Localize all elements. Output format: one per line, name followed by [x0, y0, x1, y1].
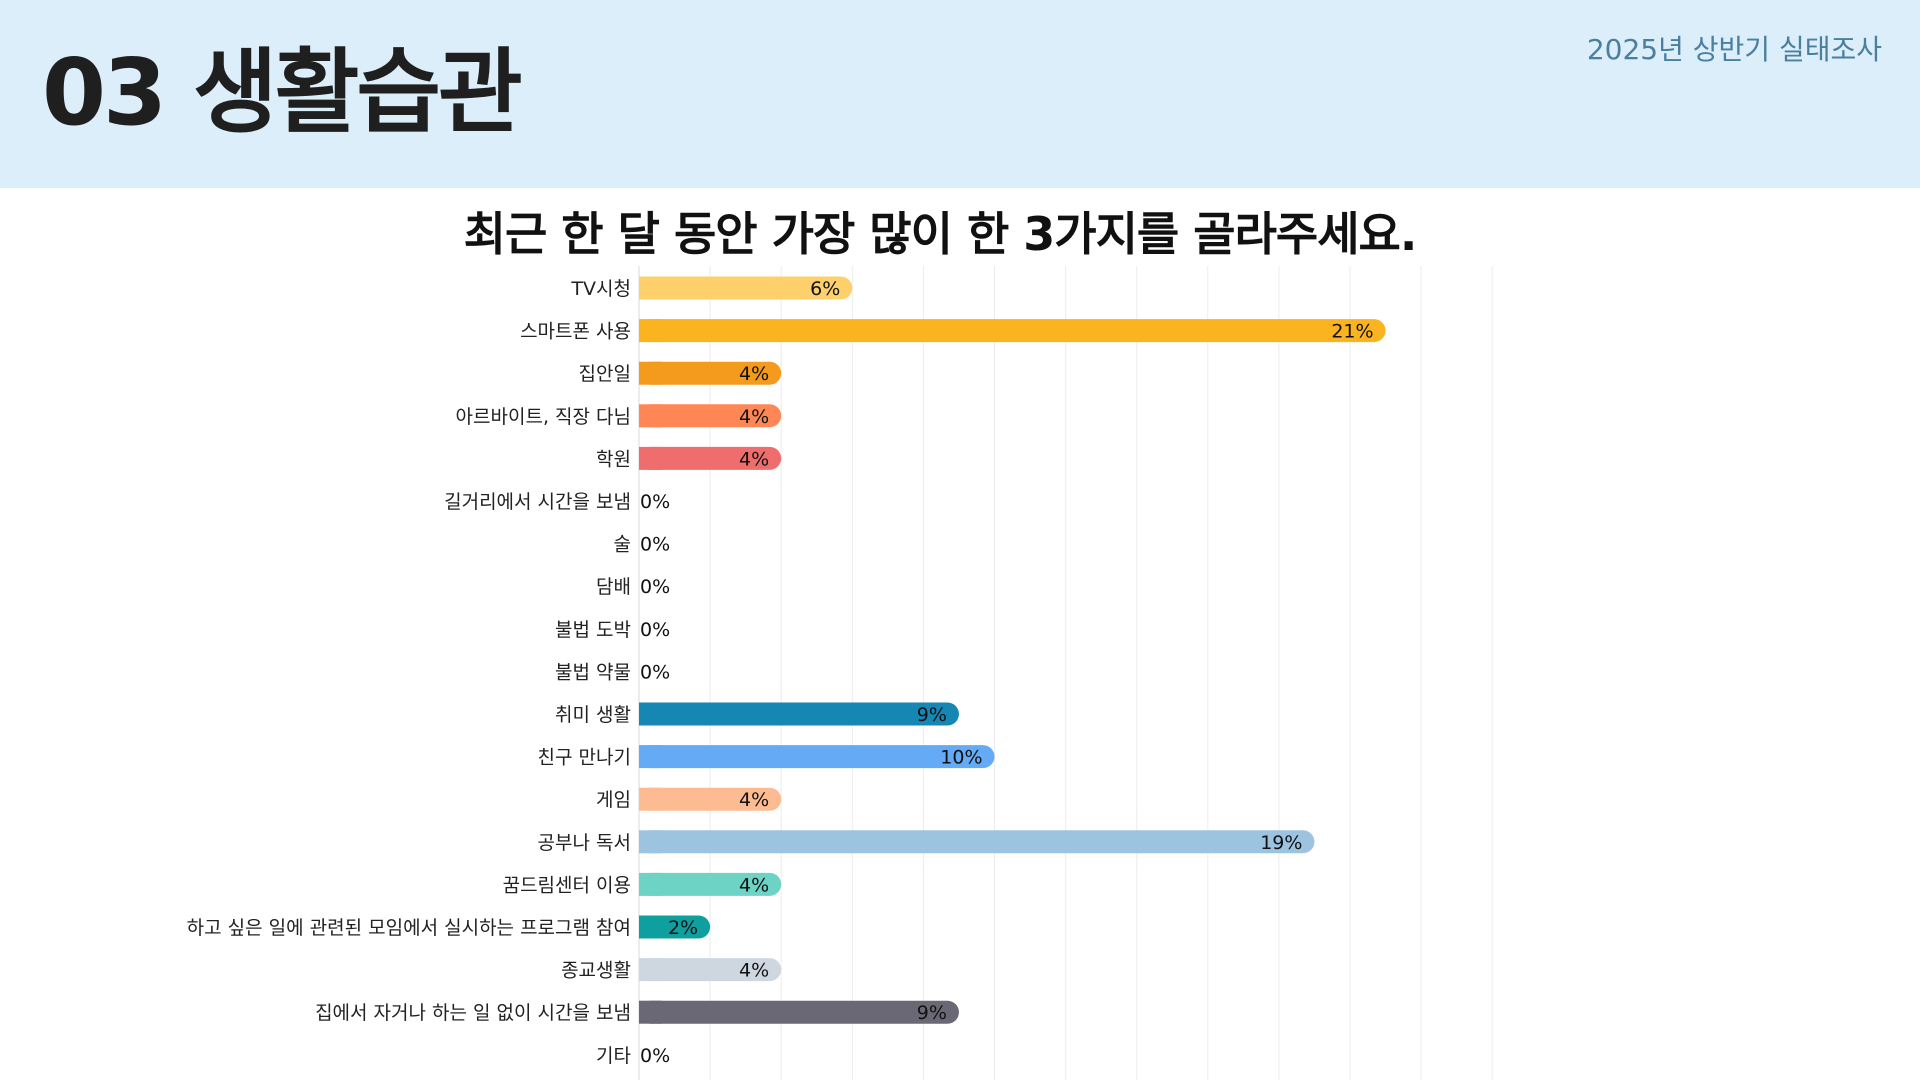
data-label: 21% — [1331, 321, 1373, 343]
bar — [639, 276, 853, 300]
category-label: 취미 생활 — [555, 704, 631, 726]
data-label: 0% — [640, 619, 670, 641]
bar-left-edge — [639, 787, 662, 811]
bar — [639, 872, 782, 896]
category-label: 꿈드림센터 이용 — [503, 874, 631, 896]
category-label: 기타 — [596, 1045, 631, 1067]
data-label: 2% — [668, 917, 698, 939]
category-label: 종교생활 — [561, 960, 631, 982]
bar — [639, 958, 782, 982]
bar-left-edge — [639, 361, 662, 385]
category-label: 불법 약물 — [555, 661, 631, 683]
category-label: 아르바이트, 직장 다님 — [456, 406, 631, 428]
category-label: TV시청 — [570, 278, 631, 300]
category-label: 공부나 독서 — [538, 832, 631, 854]
survey-label: 2025년 상반기 실태조사 — [1586, 33, 1882, 66]
category-label: 담배 — [596, 576, 631, 598]
bar — [639, 702, 959, 726]
bar-left-edge — [639, 830, 662, 854]
data-label: 10% — [940, 747, 982, 769]
data-label: 9% — [917, 704, 947, 726]
bar — [639, 830, 1315, 854]
data-label: 0% — [640, 576, 670, 598]
category-label: 길거리에서 시간을 보냄 — [444, 491, 631, 513]
bar-left-edge — [639, 404, 662, 428]
bar-left-edge — [639, 702, 662, 726]
data-label: 4% — [739, 789, 769, 811]
data-label: 6% — [810, 278, 840, 300]
category-label: 술 — [614, 534, 631, 556]
category-label: 집에서 자거나 하는 일 없이 시간을 보냄 — [315, 1002, 631, 1024]
data-label: 9% — [917, 1002, 947, 1024]
bar — [639, 446, 782, 470]
bar-left-edge — [639, 446, 662, 470]
bar — [639, 1000, 959, 1024]
category-label: 스마트폰 사용 — [520, 321, 631, 343]
data-label: 4% — [739, 448, 769, 470]
bar — [639, 745, 995, 769]
bar — [639, 319, 1386, 343]
chart-title: 최근 한 달 동안 가장 많이 한 3가지를 골라주세요. — [463, 207, 1418, 261]
data-label: 4% — [739, 363, 769, 385]
bar-left-edge — [639, 915, 662, 939]
bar — [639, 361, 782, 385]
bar — [639, 404, 782, 428]
data-label: 4% — [739, 406, 769, 428]
category-label: 게임 — [596, 789, 631, 811]
data-label: 4% — [739, 960, 769, 982]
bar-left-edge — [639, 872, 662, 896]
page-title: 03 생활습관 — [42, 39, 523, 146]
data-label: 0% — [640, 491, 670, 513]
header-banner: 03 생활습관 2025년 상반기 실태조사 — [0, 0, 1920, 188]
category-label: 하고 싶은 일에 관련된 모임에서 실시하는 프로그램 참여 — [187, 917, 631, 939]
bar-left-edge — [639, 1000, 662, 1024]
bar-left-edge — [639, 276, 662, 300]
bar-left-edge — [639, 319, 662, 343]
bar — [639, 787, 782, 811]
data-label: 4% — [739, 874, 769, 896]
category-label: 집안일 — [579, 363, 631, 385]
category-label: 학원 — [596, 448, 631, 470]
bar-left-edge — [639, 958, 662, 982]
category-label: 불법 도박 — [555, 619, 631, 641]
data-label: 0% — [640, 534, 670, 556]
category-label: 친구 만나기 — [538, 747, 631, 769]
data-label: 0% — [640, 661, 670, 683]
bar-left-edge — [639, 745, 662, 769]
data-label: 0% — [640, 1045, 670, 1067]
data-label: 19% — [1260, 832, 1302, 854]
